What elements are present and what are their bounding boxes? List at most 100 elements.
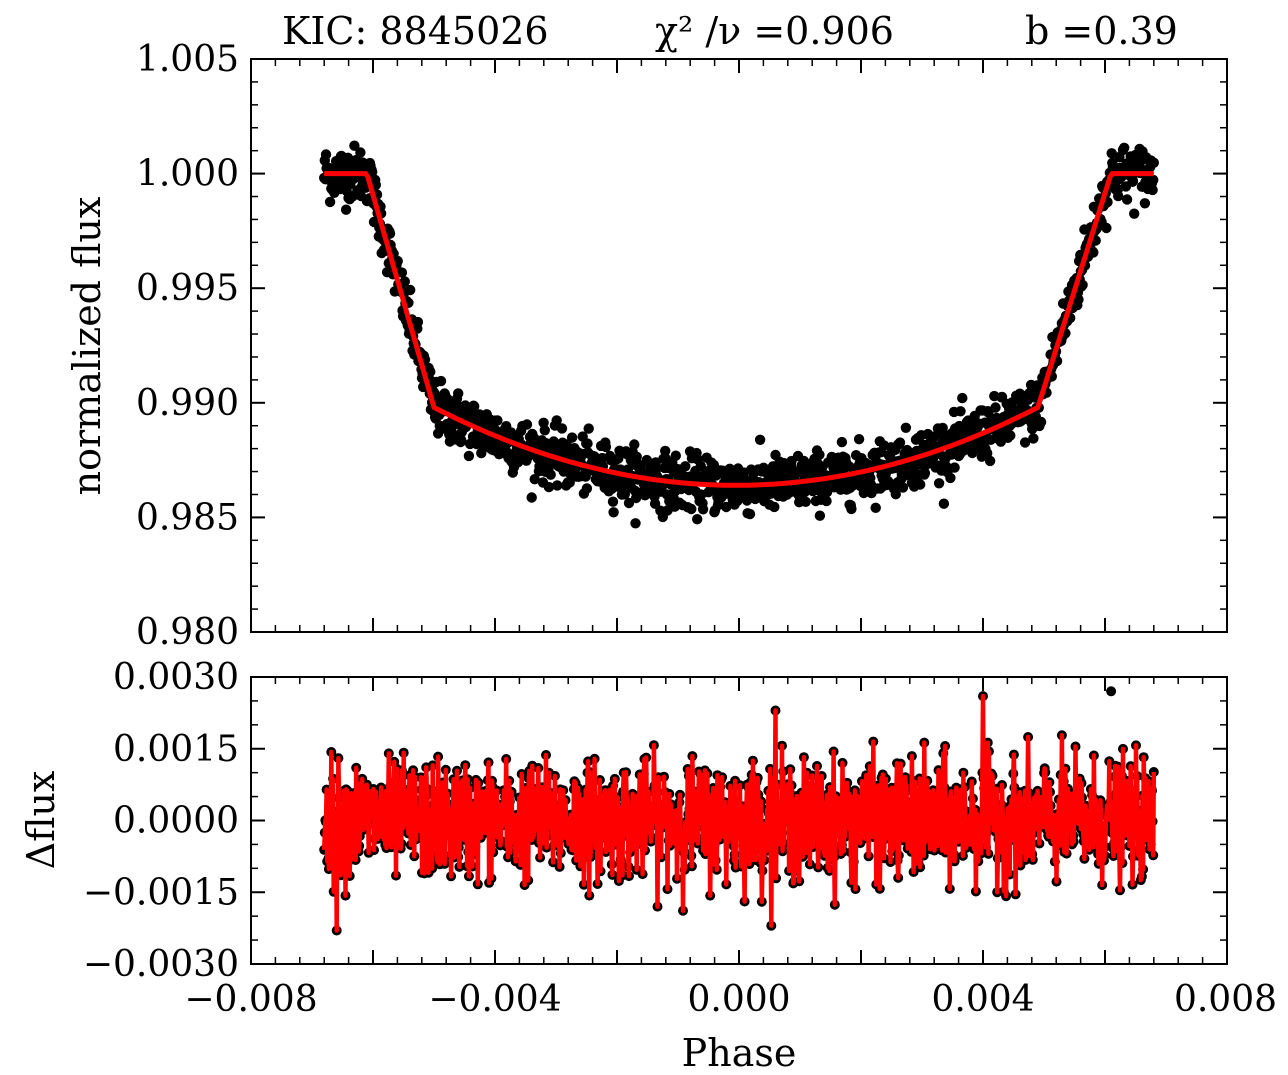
flux-point: [846, 503, 857, 515]
y-tick-label: 0.985: [136, 497, 239, 538]
flux-point: [367, 166, 378, 178]
flux-point: [1005, 430, 1016, 441]
residual-line: [321, 693, 1157, 933]
flux-point: [425, 366, 436, 377]
flux-point: [526, 492, 537, 503]
light-curve-frame: [250, 58, 1228, 633]
y-tick-label: 1.005: [136, 39, 239, 80]
flux-point: [697, 504, 709, 515]
flux-point: [670, 450, 681, 461]
flux-point: [1019, 437, 1031, 448]
flux-point: [915, 479, 926, 490]
flux-point: [342, 152, 354, 163]
flux-point: [900, 422, 912, 433]
title-impact-parameter: b =0.39: [1025, 9, 1178, 53]
y-tick-label: 0.0000: [113, 801, 239, 842]
flux-point: [543, 481, 555, 493]
flux-point: [1077, 279, 1088, 291]
flux-point: [937, 422, 948, 434]
x-tick-label: 0.000: [687, 979, 790, 1020]
flux-point: [933, 478, 945, 489]
flux-point: [435, 375, 447, 387]
flux-point: [754, 434, 766, 445]
flux-point: [340, 204, 352, 215]
x-tick-label: −0.008: [184, 979, 317, 1020]
flux-point: [355, 147, 366, 158]
flux-point: [1113, 190, 1124, 202]
flux-point: [984, 455, 996, 467]
flux-point: [412, 316, 424, 328]
flux-point: [1139, 198, 1151, 209]
flux-point: [619, 489, 630, 500]
residual-y-axis-title: Δflux: [19, 771, 63, 870]
phase-x-tick-labels: −0.008 −0.004 0.000 0.004 0.008: [184, 979, 1277, 1020]
flux-point: [990, 402, 1001, 413]
flux-point: [521, 419, 533, 430]
flux-point: [1121, 194, 1133, 205]
flux-point: [1101, 222, 1112, 234]
flux-point: [853, 434, 865, 445]
flux-point: [556, 423, 568, 434]
flux-point: [1035, 416, 1047, 428]
flux-point: [821, 495, 832, 507]
x-tick-label: −0.004: [428, 979, 561, 1020]
flux-point: [949, 462, 960, 473]
flux-point: [456, 434, 467, 446]
flux-point: [800, 496, 811, 507]
y-tick-label: 0.995: [136, 268, 239, 309]
flux-point: [492, 415, 503, 426]
flux-point: [529, 474, 540, 485]
flux-point: [512, 457, 524, 468]
y-tick-label: 0.0015: [113, 729, 239, 770]
flux-point: [1073, 294, 1084, 305]
flux-point: [814, 510, 826, 521]
flux-point: [608, 507, 619, 518]
flux-point: [320, 149, 332, 160]
y-tick-label: 1.000: [136, 154, 239, 195]
flux-point: [894, 437, 906, 448]
x-tick-label: 0.008: [1174, 979, 1277, 1020]
flux-point: [629, 439, 640, 450]
flux-point: [836, 436, 848, 448]
light-curve-y-tick-labels: 0.980 0.985 0.990 0.995 1.000 1.005: [136, 39, 239, 653]
flux-point: [692, 514, 703, 525]
flux-point: [695, 461, 706, 472]
flux-point: [405, 284, 416, 296]
y-tick-label: 0.0030: [113, 657, 239, 698]
flux-point: [1119, 142, 1130, 153]
flux-point: [581, 483, 593, 494]
flux-point: [600, 441, 612, 453]
light-curve-ticks: [250, 58, 1228, 633]
flux-point: [686, 503, 697, 515]
phase-x-axis-title: Phase: [682, 1031, 797, 1075]
flux-point: [630, 518, 641, 529]
flux-point: [552, 480, 563, 491]
residual-point: [1106, 686, 1117, 697]
flux-point: [583, 423, 594, 434]
flux-point: [1147, 184, 1158, 196]
flux-point: [890, 489, 901, 500]
flux-point: [349, 140, 360, 151]
x-tick-label: 0.004: [931, 979, 1034, 1020]
light-curve-panel: 0.980 0.985 0.990 0.995 1.000 1.005 normalize…: [65, 39, 1228, 653]
y-tick-label: 0.990: [136, 383, 239, 424]
flux-point: [582, 438, 593, 449]
light-curve-y-axis-title: normalized flux: [65, 197, 109, 496]
flux-point: [955, 406, 966, 417]
flux-point: [1028, 433, 1039, 444]
flux-point: [957, 392, 968, 404]
flux-point: [396, 267, 408, 278]
residual-series: [319, 686, 1159, 936]
flux-point: [858, 487, 869, 499]
flux-point: [1106, 148, 1117, 159]
flux-point: [463, 450, 475, 462]
flux-point: [453, 388, 464, 399]
title-chi-square: χ² /ν =0.906: [655, 9, 894, 53]
flux-point: [721, 501, 732, 513]
light-curve-points: [319, 140, 1160, 529]
flux-point: [1088, 247, 1099, 258]
flux-point: [945, 472, 956, 484]
flux-point: [545, 469, 556, 480]
